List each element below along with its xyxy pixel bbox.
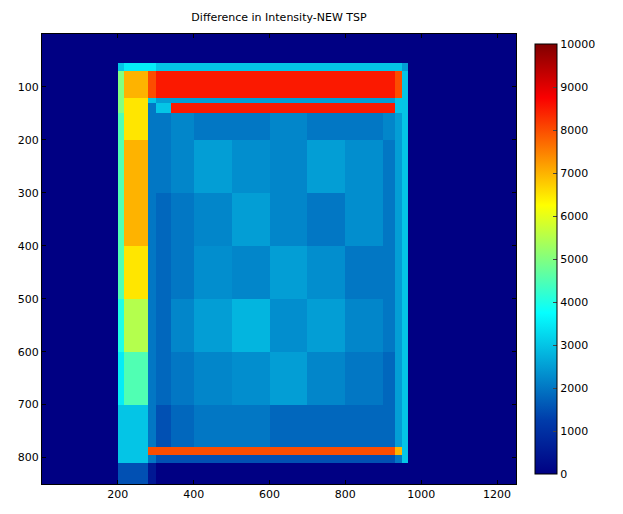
svg-text:0: 0 — [560, 468, 567, 481]
svg-text:100: 100 — [18, 81, 39, 94]
svg-text:3000: 3000 — [560, 339, 588, 352]
svg-text:7000: 7000 — [560, 167, 588, 180]
svg-text:Difference in Intensity-NEW TS: Difference in Intensity-NEW TSP — [191, 11, 367, 24]
svg-text:500: 500 — [18, 293, 39, 306]
svg-text:6000: 6000 — [560, 210, 588, 223]
svg-text:1000: 1000 — [560, 425, 588, 438]
svg-text:700: 700 — [18, 398, 39, 411]
svg-text:1200: 1200 — [483, 488, 511, 501]
svg-text:200: 200 — [18, 134, 39, 147]
svg-text:800: 800 — [335, 488, 356, 501]
svg-text:8000: 8000 — [560, 124, 588, 137]
svg-text:5000: 5000 — [560, 253, 588, 266]
svg-text:2000: 2000 — [560, 382, 588, 395]
svg-text:10000: 10000 — [560, 38, 595, 51]
svg-text:400: 400 — [18, 240, 39, 253]
svg-text:400: 400 — [183, 488, 204, 501]
svg-text:600: 600 — [18, 346, 39, 359]
svg-text:800: 800 — [18, 451, 39, 464]
svg-text:200: 200 — [107, 488, 128, 501]
svg-text:1000: 1000 — [407, 488, 435, 501]
svg-text:300: 300 — [18, 187, 39, 200]
svg-text:9000: 9000 — [560, 81, 588, 94]
svg-text:4000: 4000 — [560, 296, 588, 309]
svg-text:600: 600 — [259, 488, 280, 501]
